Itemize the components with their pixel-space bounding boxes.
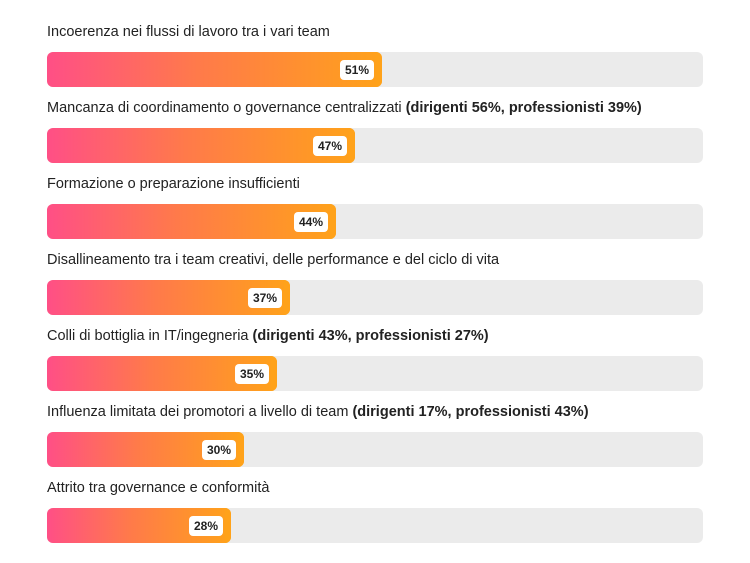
value-label: 35% [234, 364, 269, 384]
bar-fill: 35% [47, 356, 277, 391]
bar-row: Disallineamento tra i team creativi, del… [47, 228, 703, 315]
value-label: 37% [247, 288, 282, 308]
category-label: Disallineamento tra i team creativi, del… [47, 252, 500, 268]
category-label: Attrito tra governance e conformità [47, 480, 270, 496]
value-label: 44% [293, 212, 328, 232]
category-label: Mancanza di coordinamento o governance c… [47, 100, 402, 116]
bar-label: Attrito tra governance e conformità [47, 479, 269, 497]
horizontal-bar-chart: Incoerenza nei flussi di lavoro tra i va… [47, 0, 703, 563]
bar-fill: 28% [47, 508, 231, 543]
bar-row: Influenza limitata dei promotori a livel… [47, 380, 703, 467]
bar-label: Mancanza di coordinamento o governance c… [47, 99, 642, 117]
bar-track: 37% [47, 280, 703, 315]
bar-row: Attrito tra governance e conformità 28% [47, 456, 703, 543]
bar-fill: 30% [47, 432, 244, 467]
bar-fill: 47% [47, 128, 355, 163]
bar-label: Incoerenza nei flussi di lavoro tra i va… [47, 23, 330, 41]
value-label: 47% [312, 136, 347, 156]
bar-track: 28% [47, 508, 703, 543]
bar-fill: 44% [47, 204, 336, 239]
bar-track: 47% [47, 128, 703, 163]
bar-label: Colli di bottiglia in IT/ingegneria (dir… [47, 327, 489, 345]
bar-track: 44% [47, 204, 703, 239]
value-label: 28% [188, 516, 223, 536]
bar-label: Disallineamento tra i team creativi, del… [47, 251, 499, 269]
category-label: Formazione o preparazione insufficienti [47, 176, 300, 192]
bar-track: 35% [47, 356, 703, 391]
bar-row: Colli di bottiglia in IT/ingegneria (dir… [47, 304, 703, 391]
bar-track: 51% [47, 52, 703, 87]
category-label: Colli di bottiglia in IT/ingegneria [47, 328, 249, 344]
bar-label: Formazione o preparazione insufficienti [47, 175, 300, 193]
category-label: Incoerenza nei flussi di lavoro tra i va… [47, 24, 330, 40]
bar-row: Formazione o preparazione insufficienti 4… [47, 152, 703, 239]
bar-label: Influenza limitata dei promotori a livel… [47, 403, 589, 421]
bar-fill: 37% [47, 280, 290, 315]
category-note: (dirigenti 17%, professionisti 43%) [352, 404, 589, 420]
bar-row: Mancanza di coordinamento o governance c… [47, 76, 703, 163]
value-label: 30% [201, 440, 236, 460]
category-note: (dirigenti 56%, professionisti 39%) [405, 100, 642, 116]
bar-track: 30% [47, 432, 703, 467]
category-label: Influenza limitata dei promotori a livel… [47, 404, 349, 420]
bar-row: Incoerenza nei flussi di lavoro tra i va… [47, 0, 703, 87]
category-note: (dirigenti 43%, professionisti 27%) [252, 328, 489, 344]
bar-fill: 51% [47, 52, 382, 87]
value-label: 51% [339, 60, 374, 80]
